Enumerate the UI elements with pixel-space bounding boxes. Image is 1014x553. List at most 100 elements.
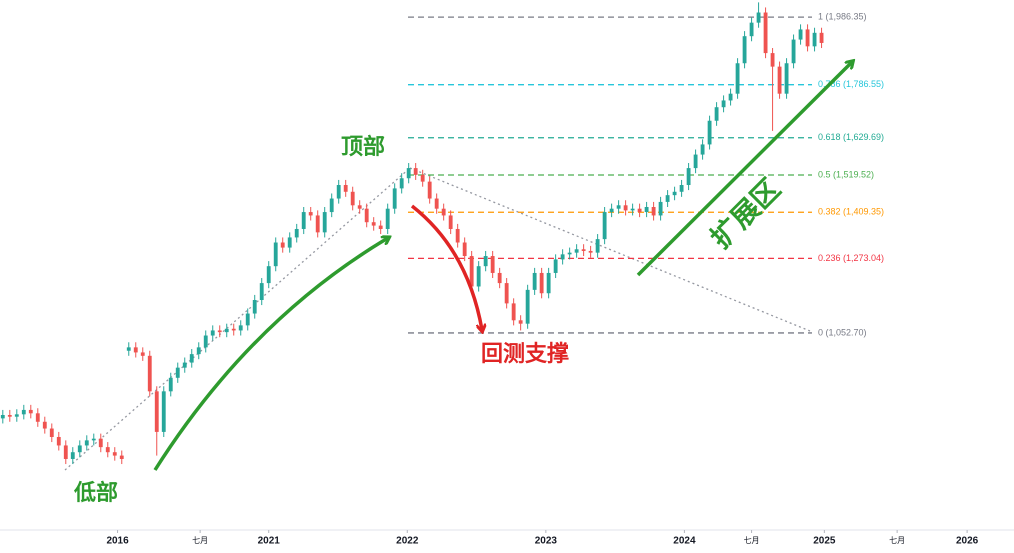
candle-body	[497, 272, 502, 284]
candle-body	[728, 93, 733, 101]
candle-body	[203, 335, 208, 348]
candle-body	[581, 249, 586, 251]
candle-body	[644, 206, 649, 213]
arrow	[153, 238, 388, 471]
candle-body	[679, 185, 684, 192]
candle-body	[0, 415, 5, 419]
candle-body	[476, 266, 481, 287]
candle-body	[819, 32, 824, 43]
candle-body	[322, 212, 327, 233]
x-tick-label: 2024	[673, 536, 696, 547]
candle-body	[588, 250, 593, 253]
candle-body	[392, 188, 397, 209]
candle-body	[574, 249, 579, 253]
candle-body	[119, 455, 124, 459]
candle-body	[609, 208, 614, 213]
candle-body	[357, 205, 362, 209]
annotation: 扩展区	[705, 173, 786, 254]
candle-body	[798, 29, 803, 40]
x-axis: 2016 七月 2021 2022 2023 2024 七月 2025 七月 2026	[106, 530, 979, 547]
candle-body	[84, 440, 89, 446]
candle-body	[77, 445, 82, 453]
candle-body	[637, 208, 642, 213]
candle-body	[546, 272, 551, 294]
candle-body	[756, 12, 761, 23]
candle-body	[483, 256, 488, 267]
candle-body	[378, 225, 383, 229]
candle-body	[686, 168, 691, 186]
candle-body	[693, 154, 698, 169]
candle-body	[245, 313, 250, 326]
candle-body	[812, 32, 817, 47]
candle-body	[427, 181, 432, 199]
candle-body	[315, 215, 320, 233]
candles	[0, 2, 824, 465]
candle-body	[196, 347, 201, 355]
candle-body	[280, 242, 285, 248]
candle-body	[161, 391, 166, 432]
fib-label: 0.786 (1,786.55)	[818, 79, 884, 89]
fib-levels: 1 (1,986.35) 0.786 (1,786.55) 0.618 (1,629…	[408, 12, 884, 337]
candle-body	[210, 330, 215, 336]
fib-label: 0 (1,052.70)	[818, 327, 867, 337]
candle-body	[308, 212, 313, 216]
candle-body	[399, 178, 404, 189]
candle-body	[14, 414, 19, 417]
arrow	[410, 204, 482, 330]
candle-body	[763, 12, 768, 54]
candle-body	[259, 283, 264, 301]
candle-body	[70, 452, 75, 459]
candle-body	[63, 445, 68, 459]
candle-body	[749, 22, 754, 37]
candle-body	[721, 100, 726, 108]
candle-body	[602, 212, 607, 240]
candle-body	[441, 208, 446, 216]
candle-body	[350, 191, 355, 206]
candle-body	[147, 355, 152, 392]
candle-body	[665, 195, 670, 202]
arrow	[636, 62, 852, 277]
candle-body	[133, 347, 138, 353]
x-tick-label: 七月	[744, 536, 760, 545]
candle-body	[105, 447, 110, 453]
candle-body	[21, 409, 26, 415]
candle-body	[217, 330, 222, 333]
fib-label: 1 (1,986.35)	[818, 12, 867, 22]
x-tick-label: 2016	[106, 536, 129, 547]
candle-body	[28, 409, 33, 414]
candle-body	[511, 303, 516, 321]
candle-body	[714, 107, 719, 121]
candle-body	[406, 168, 411, 179]
candle-body	[742, 36, 747, 64]
candle-body	[252, 300, 257, 314]
candle-body	[273, 242, 278, 267]
candle-body	[490, 256, 495, 273]
candle-body	[560, 254, 565, 260]
candle-body	[553, 259, 558, 273]
fib-label: 0.236 (1,273.04)	[818, 253, 884, 263]
candle-body	[434, 198, 439, 209]
candle-body	[182, 362, 187, 368]
candle-body	[469, 256, 474, 287]
candle-body	[707, 120, 712, 145]
x-tick-label: 2022	[396, 536, 419, 547]
candle-body	[770, 53, 775, 67]
candle-body	[343, 185, 348, 192]
candle-body	[595, 239, 600, 253]
candle-body	[784, 63, 789, 94]
candle-body	[791, 39, 796, 64]
candle-body	[385, 208, 390, 229]
candle-body	[518, 320, 523, 324]
fib-label: 0.618 (1,629.69)	[818, 132, 884, 142]
candle-body	[231, 328, 236, 331]
trend-line	[409, 167, 811, 332]
candle-body	[651, 206, 656, 216]
candle-body	[462, 242, 467, 257]
x-tick-label: 七月	[889, 536, 905, 545]
candle-body	[539, 272, 544, 294]
candle-body	[336, 185, 341, 199]
candle-body	[266, 266, 271, 284]
fib-label: 0.382 (1,409.35)	[818, 207, 884, 217]
trend-line	[64, 167, 411, 471]
